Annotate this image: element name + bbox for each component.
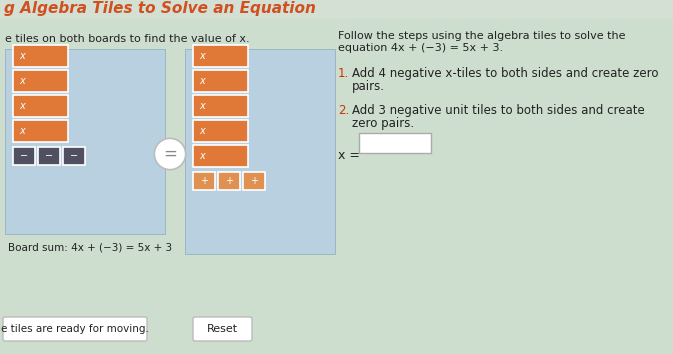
- Text: x: x: [199, 151, 205, 161]
- Bar: [13, 70, 68, 92]
- Text: zero pairs.: zero pairs.: [352, 117, 414, 130]
- Text: Board sum: 4x + (−3) = 5x + 3: Board sum: 4x + (−3) = 5x + 3: [8, 242, 172, 252]
- Text: x: x: [199, 101, 205, 111]
- Text: +: +: [225, 176, 233, 186]
- FancyBboxPatch shape: [193, 317, 252, 341]
- Bar: [193, 45, 248, 67]
- Bar: [38, 147, 60, 165]
- FancyBboxPatch shape: [3, 317, 147, 341]
- Bar: [0, 0, 673, 18]
- Text: g Algebra Tiles to Solve an Equation: g Algebra Tiles to Solve an Equation: [4, 1, 316, 17]
- Bar: [13, 45, 68, 67]
- Bar: [193, 70, 248, 92]
- Bar: [193, 95, 248, 117]
- Text: Add 3 negative unit tiles to both sides and create: Add 3 negative unit tiles to both sides …: [352, 104, 645, 117]
- Text: x: x: [19, 101, 25, 111]
- Text: −: −: [20, 151, 28, 161]
- Text: e tiles are ready for moving.: e tiles are ready for moving.: [1, 324, 149, 334]
- Text: Reset: Reset: [207, 324, 238, 334]
- Bar: [13, 120, 68, 142]
- Text: +: +: [200, 176, 208, 186]
- Text: x: x: [199, 126, 205, 136]
- Text: pairs.: pairs.: [352, 80, 385, 93]
- Bar: [13, 95, 68, 117]
- Bar: [218, 172, 240, 190]
- Bar: [243, 172, 265, 190]
- Bar: [193, 145, 248, 167]
- Text: x: x: [19, 76, 25, 86]
- Text: −: −: [45, 151, 53, 161]
- Text: Add 4 negative x-tiles to both sides and create zero: Add 4 negative x-tiles to both sides and…: [352, 67, 658, 80]
- Text: x =: x =: [338, 149, 360, 162]
- Text: x: x: [199, 51, 205, 61]
- Text: x: x: [199, 76, 205, 86]
- Text: 1.: 1.: [338, 67, 349, 80]
- Bar: [63, 147, 85, 165]
- Text: −: −: [70, 151, 78, 161]
- Text: Follow the steps using the algebra tiles to solve the: Follow the steps using the algebra tiles…: [338, 31, 625, 41]
- Text: +: +: [250, 176, 258, 186]
- Text: e tiles on both boards to find the value of x.: e tiles on both boards to find the value…: [5, 34, 250, 44]
- Bar: [185, 49, 335, 254]
- Text: x: x: [19, 126, 25, 136]
- Bar: [193, 120, 248, 142]
- Text: x: x: [19, 51, 25, 61]
- Bar: [5, 49, 165, 234]
- FancyBboxPatch shape: [359, 133, 431, 153]
- Text: 2.: 2.: [338, 104, 349, 117]
- Bar: [13, 147, 35, 165]
- Text: =: =: [163, 145, 177, 163]
- Text: equation 4x + (−3) = 5x + 3.: equation 4x + (−3) = 5x + 3.: [338, 43, 503, 53]
- Bar: [193, 172, 215, 190]
